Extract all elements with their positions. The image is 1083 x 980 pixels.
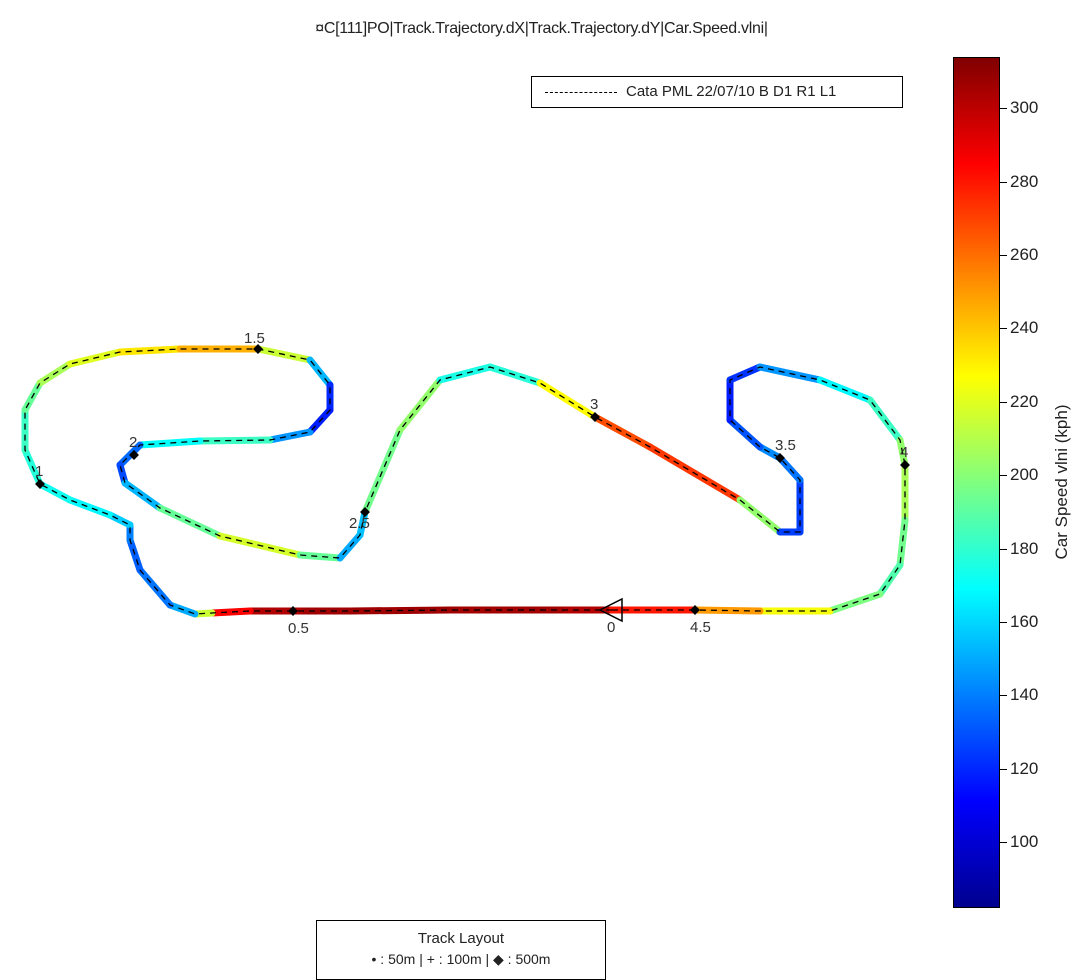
colorbar-tick-label: 100 (1010, 831, 1039, 851)
distance-marker-label: 3 (590, 396, 598, 413)
track-segment (726, 363, 764, 384)
track-segment (536, 379, 599, 421)
distance-marker-label: 4.5 (690, 619, 711, 636)
distance-marker-label: 1.5 (244, 330, 265, 347)
distance-marker-diamond (360, 507, 370, 517)
colorbar-tick (1000, 841, 1007, 843)
colorbar-tick-label: 140 (1010, 685, 1039, 705)
distance-marker-diamond (590, 412, 600, 422)
distance-markers: 0 0.5 1 1.5 2 2.5 3 3.5 4 4.5 (35, 330, 910, 637)
distance-marker-diamond (690, 605, 700, 615)
colorbar-tick (1000, 108, 1007, 110)
track-dashed-line (24, 348, 906, 615)
track-segment (126, 536, 144, 574)
colorbar-tick (1000, 768, 1007, 770)
distance-marker-diamond (775, 453, 785, 463)
colorbar-tick (1000, 621, 1007, 623)
distance-marker-label: 4 (900, 444, 908, 461)
distance-marker-diamond (253, 344, 263, 354)
distance-marker-label: 2 (129, 434, 137, 451)
distance-marker-diamond (129, 450, 139, 460)
colorbar-tick-label: 200 (1010, 465, 1039, 485)
colorbar-tick (1000, 401, 1007, 403)
colorbar-tick-label: 180 (1010, 538, 1039, 558)
track-layout-description: • : 50m | + : 100m | ◆ : 500m (371, 951, 551, 967)
track-plot: 0 0.5 1 1.5 2 2.5 3 3.5 4 4.5 (21, 330, 910, 637)
distance-marker-label: 0.5 (288, 620, 309, 637)
colorbar-tick-label: 240 (1010, 318, 1039, 338)
colorbar-tick (1000, 255, 1007, 257)
speed-colorbar (953, 57, 1000, 908)
start-triangle-marker (598, 597, 623, 623)
distance-marker-label: 3.5 (775, 437, 796, 454)
legend-label: Cata PML 22/07/10 B D1 R1 L1 (626, 83, 837, 100)
track-segment (591, 413, 654, 451)
distance-marker-diamond (288, 606, 298, 616)
track-layout-title: Track Layout (417, 930, 505, 947)
colorbar-tick-label: 220 (1010, 391, 1039, 411)
distance-marker-label: 0 (607, 619, 615, 636)
distance-marker-label: 2.5 (349, 515, 370, 532)
colorbar-label: Car Speed vlni (kph) (1052, 404, 1071, 560)
colorbar-tick (1000, 475, 1007, 477)
legend-dashed-line-swatch (545, 92, 617, 93)
colorbar-tick-label: 280 (1010, 171, 1039, 191)
colorbar-tick-label: 120 (1010, 758, 1039, 778)
legend: Cata PML 22/07/10 B D1 R1 L1 (531, 76, 903, 108)
chart-title: ¤C[111]PO|Track.Trajectory.dX|Track.Traj… (315, 20, 768, 37)
distance-marker-label: 1 (35, 463, 43, 480)
colorbar-tick (1000, 328, 1007, 330)
colorbar-tick (1000, 548, 1007, 550)
colorbar-tick (1000, 181, 1007, 183)
colorbar-tick-label: 160 (1010, 611, 1039, 631)
track-speed-trace (21, 345, 909, 618)
colorbar-tick (1000, 695, 1007, 697)
distance-marker-diamond (900, 460, 910, 470)
track-layout-legend: Track Layout • : 50m | + : 100m | ◆ : 50… (316, 920, 606, 980)
colorbar-tick-label: 300 (1010, 98, 1039, 118)
colorbar-tick-label: 260 (1010, 245, 1039, 265)
